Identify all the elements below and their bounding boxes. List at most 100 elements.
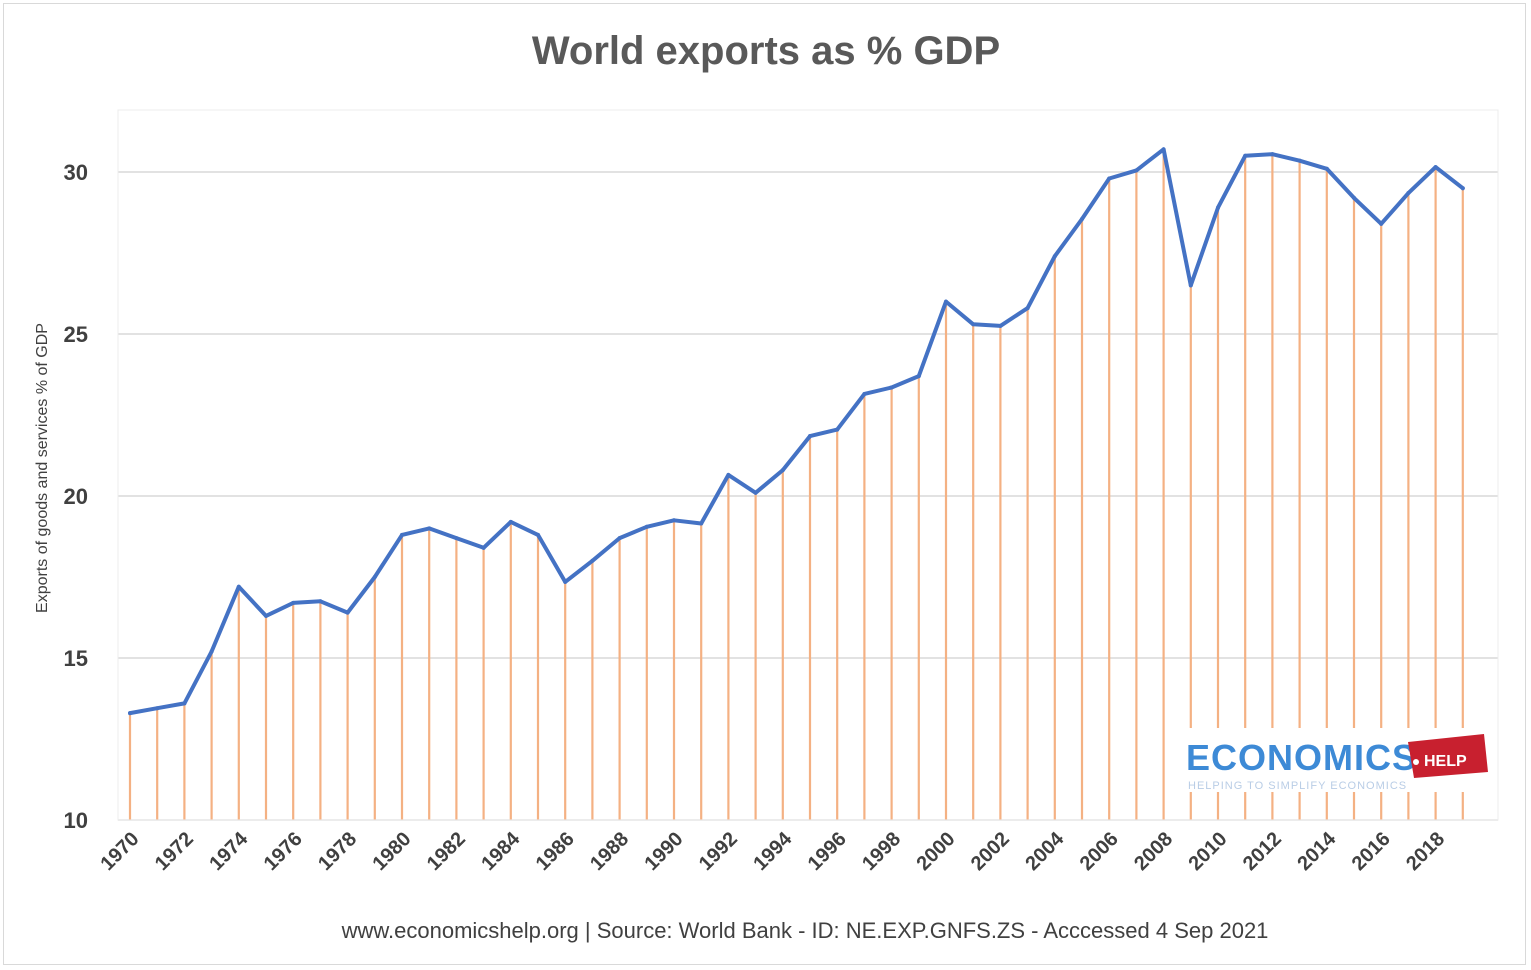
x-tick-label: 1984 — [477, 827, 525, 875]
x-tick-label: 1994 — [749, 827, 797, 875]
logo-badge-hole — [1413, 759, 1419, 765]
data-point — [617, 536, 622, 541]
logo-badge-text: HELP — [1424, 753, 1467, 770]
data-point — [236, 584, 241, 589]
data-point — [372, 575, 377, 579]
x-tick-label: 2010 — [1185, 828, 1232, 875]
x-tick-label: 2004 — [1021, 827, 1069, 875]
data-point — [182, 701, 187, 706]
data-point — [998, 323, 1003, 328]
data-point — [590, 558, 595, 563]
data-point — [699, 521, 704, 526]
gridlines — [118, 171, 1498, 821]
x-axis-ticks: 1970 1972 1974 1976 1978 1980 1982 1984 1986 1988… — [97, 827, 1450, 875]
data-point — [971, 322, 976, 327]
data-point — [1270, 152, 1275, 157]
data-point — [1243, 153, 1248, 158]
logo-badge-shape — [1408, 734, 1488, 778]
data-point — [672, 518, 676, 523]
data-point — [1107, 176, 1112, 181]
logo-badge: HELP — [1408, 734, 1488, 778]
x-tick-label: 1976 — [260, 828, 307, 875]
data-point — [508, 519, 513, 524]
data-point — [264, 613, 268, 618]
data-point — [209, 649, 214, 654]
data-point — [644, 524, 649, 529]
data-point — [563, 579, 568, 584]
data-point — [1025, 306, 1030, 311]
x-tick-label: 2002 — [967, 828, 1014, 875]
x-tick-label: 1970 — [97, 828, 144, 875]
data-point — [916, 374, 921, 379]
y-tick-label: 15 — [64, 646, 88, 671]
data-point — [1460, 186, 1465, 191]
data-point — [318, 599, 323, 604]
data-point — [726, 472, 731, 477]
x-tick-label: 1980 — [369, 828, 416, 875]
series-layer — [128, 147, 1465, 716]
x-tick-label: 2016 — [1348, 828, 1395, 875]
data-point — [1406, 191, 1411, 196]
data-point — [454, 536, 459, 541]
logo-tagline: HELPING TO SIMPLIFY ECONOMICS — [1188, 780, 1407, 792]
data-point — [1052, 254, 1057, 259]
data-point — [128, 711, 132, 716]
data-point — [808, 434, 812, 439]
y-tick-label: 25 — [64, 322, 88, 347]
x-tick-label: 1998 — [858, 828, 905, 875]
y-tick-label: 20 — [64, 484, 88, 509]
x-tick-label: 2006 — [1076, 828, 1123, 875]
x-tick-label: 2012 — [1239, 828, 1286, 875]
y-axis-label: Exports of goods and services % of GDP — [34, 323, 51, 613]
y-axis-ticks: 10 15 20 25 30 — [64, 160, 88, 833]
data-point — [1433, 165, 1438, 170]
data-point — [780, 468, 785, 473]
x-tick-label: 1972 — [151, 828, 198, 875]
data-point — [155, 706, 160, 711]
x-tick-label: 1982 — [423, 828, 470, 875]
x-tick-label: 1974 — [205, 827, 253, 875]
logo-wordmark: ECONOMICS — [1186, 737, 1417, 778]
y-tick-label: 10 — [64, 808, 88, 833]
data-point — [345, 610, 350, 615]
x-tick-label: 2008 — [1130, 828, 1177, 875]
data-point — [400, 532, 404, 537]
x-tick-label: 2000 — [913, 828, 960, 875]
x-tick-label: 1992 — [695, 828, 742, 875]
data-point — [753, 490, 758, 495]
data-point — [862, 391, 867, 396]
x-tick-label: 2018 — [1402, 828, 1449, 875]
chart-frame — [3, 3, 1526, 965]
x-tick-label: 1988 — [586, 828, 633, 875]
data-point — [481, 545, 486, 550]
plot-border — [117, 109, 1499, 821]
data-point — [291, 600, 296, 605]
plot-area — [117, 109, 1499, 821]
x-tick-label: 1990 — [641, 828, 688, 875]
data-point — [1216, 205, 1220, 210]
data-point — [1134, 168, 1139, 173]
economics-help-logo: ECONOMICS HELP HELPING TO SIMPLIFY ECONO… — [1178, 728, 1494, 792]
x-tick-label: 1978 — [314, 828, 361, 875]
data-point — [1161, 147, 1166, 152]
y-tick-label: 30 — [64, 160, 88, 185]
x-tick-label: 1986 — [532, 828, 579, 875]
data-point — [1188, 283, 1193, 288]
data-point — [944, 299, 948, 304]
source-note: www.economicshelp.org | Source: World Ba… — [341, 918, 1269, 943]
x-tick-label: 1996 — [804, 828, 851, 875]
data-point — [1352, 195, 1356, 200]
chart-title: World exports as % GDP — [532, 29, 1000, 73]
data-point — [835, 427, 840, 432]
data-point — [1379, 221, 1384, 226]
data-point — [1080, 216, 1084, 221]
data-point — [1324, 166, 1329, 171]
data-point — [889, 385, 894, 390]
x-tick-label: 2014 — [1293, 827, 1341, 875]
data-point — [1297, 158, 1302, 163]
series-line — [128, 147, 1465, 716]
drop-lines — [128, 149, 1464, 820]
data-point — [427, 526, 432, 531]
data-point — [536, 532, 540, 537]
